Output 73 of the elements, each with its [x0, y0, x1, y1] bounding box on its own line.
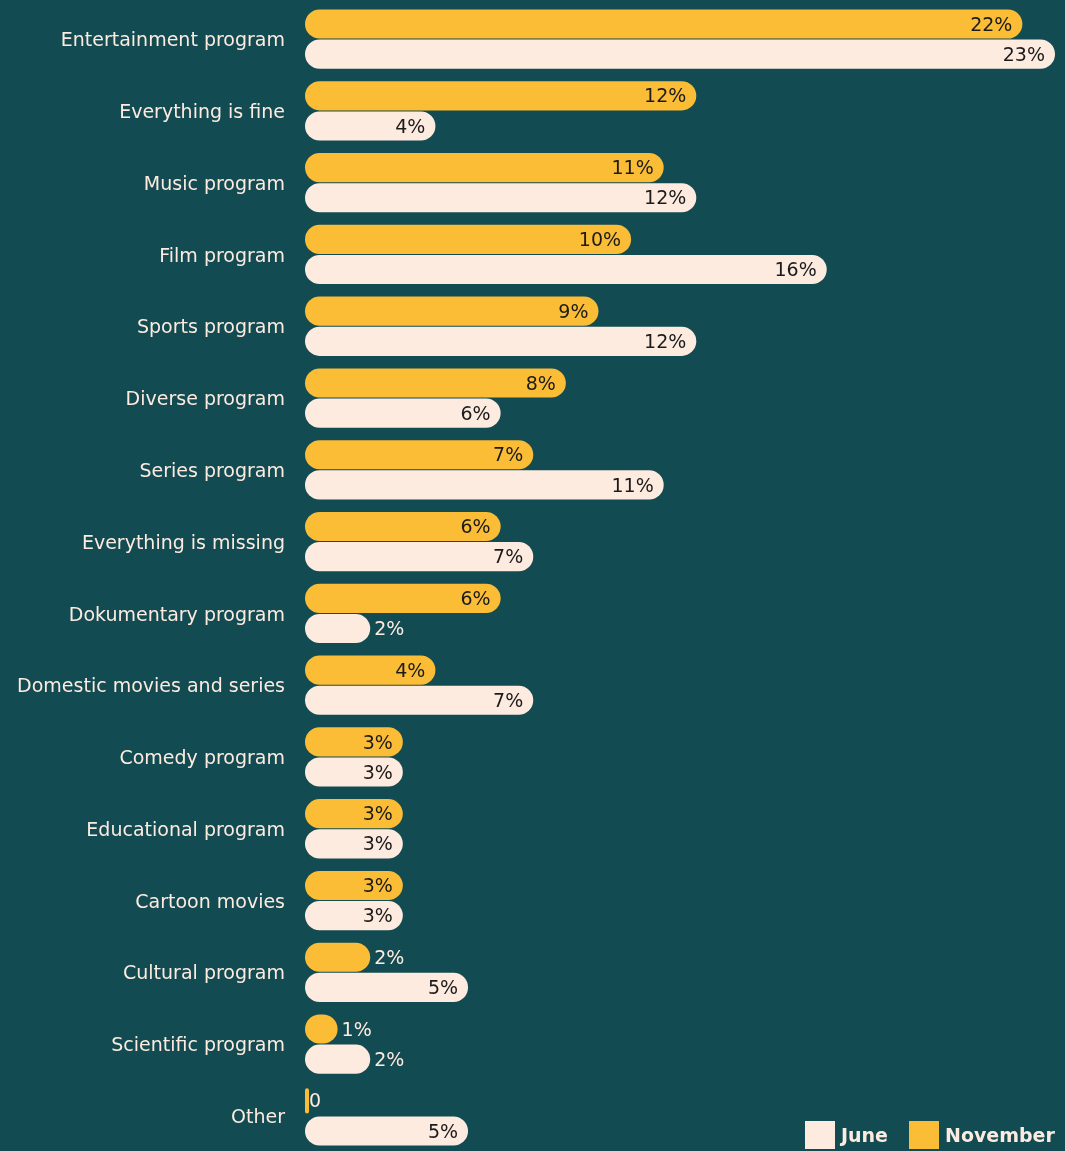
bar	[305, 685, 534, 715]
data-label: 7%	[493, 443, 524, 466]
y-tick-label: Cartoon movies	[135, 889, 285, 912]
data-label: 9%	[558, 299, 589, 322]
bar	[305, 81, 697, 111]
data-label: 6%	[460, 586, 491, 609]
bar	[305, 470, 664, 500]
bar	[305, 1116, 469, 1146]
bar	[305, 542, 534, 572]
bar	[305, 254, 827, 285]
bar	[305, 972, 469, 1002]
y-tick-label: Cultural program	[123, 961, 285, 984]
bar	[305, 296, 599, 326]
y-tick-label: Sports program	[136, 315, 285, 338]
bar	[305, 368, 566, 398]
data-label: 0	[309, 1089, 322, 1112]
y-tick-label: Domestic movies and series	[17, 674, 285, 697]
data-label: 4%	[395, 658, 426, 681]
data-label: 22%	[970, 12, 1013, 35]
data-label: 10%	[578, 228, 622, 251]
y-tick-label: Diverse program	[125, 387, 285, 410]
data-label: 3%	[362, 874, 393, 897]
bar	[305, 326, 697, 356]
y-tick-label: Other	[231, 1105, 286, 1128]
data-label: 6%	[460, 515, 491, 538]
data-label: 3%	[362, 730, 393, 753]
data-label: 2%	[374, 945, 405, 968]
bar	[305, 583, 501, 613]
data-label: 4%	[395, 114, 426, 137]
data-label: 7%	[493, 545, 524, 568]
data-label: 6%	[460, 401, 491, 424]
legend-label: November	[945, 1123, 1056, 1146]
data-label: 2%	[374, 1047, 405, 1070]
y-tick-label: Music program	[143, 171, 285, 194]
data-label: 11%	[611, 156, 654, 179]
bar	[305, 613, 371, 644]
y-tick-label: Series program	[139, 458, 285, 481]
data-label: 2%	[374, 617, 405, 640]
data-label: 11%	[611, 473, 654, 496]
y-tick-label: Scientific program	[111, 1033, 285, 1056]
y-tick-label: Comedy program	[119, 746, 285, 769]
y-tick-label: Everything is missing	[81, 530, 285, 553]
data-label: 1%	[341, 1017, 372, 1040]
bar	[305, 398, 501, 428]
bar	[305, 9, 1023, 39]
data-label: 5%	[427, 976, 459, 999]
bar	[305, 39, 1055, 69]
y-tick-label: Everything is fine	[119, 100, 285, 123]
data-label: 3%	[362, 802, 393, 825]
data-label: 8%	[525, 371, 556, 394]
data-label: 5%	[427, 1119, 459, 1142]
data-label: 7%	[493, 688, 524, 711]
data-label: 3%	[362, 904, 393, 927]
y-tick-label: Dokumentary program	[68, 602, 285, 625]
bar	[305, 942, 371, 972]
bar	[305, 440, 534, 470]
legend-label: June	[839, 1123, 889, 1146]
data-label: 12%	[644, 329, 687, 352]
y-tick-label: Educational program	[86, 817, 285, 840]
bar	[305, 224, 632, 254]
bar	[305, 1044, 371, 1074]
bar	[305, 511, 501, 542]
data-label: 16%	[774, 258, 817, 281]
bar	[305, 153, 664, 183]
data-label: 12%	[644, 186, 687, 209]
data-label: 23%	[1002, 42, 1045, 65]
bar	[305, 183, 697, 213]
data-label: 3%	[362, 832, 393, 855]
y-tick-label: Entertainment program	[60, 28, 285, 51]
bar	[305, 111, 436, 141]
data-label: 12%	[644, 84, 687, 107]
data-label: 3%	[362, 760, 393, 783]
y-tick-label: Film program	[159, 243, 285, 266]
